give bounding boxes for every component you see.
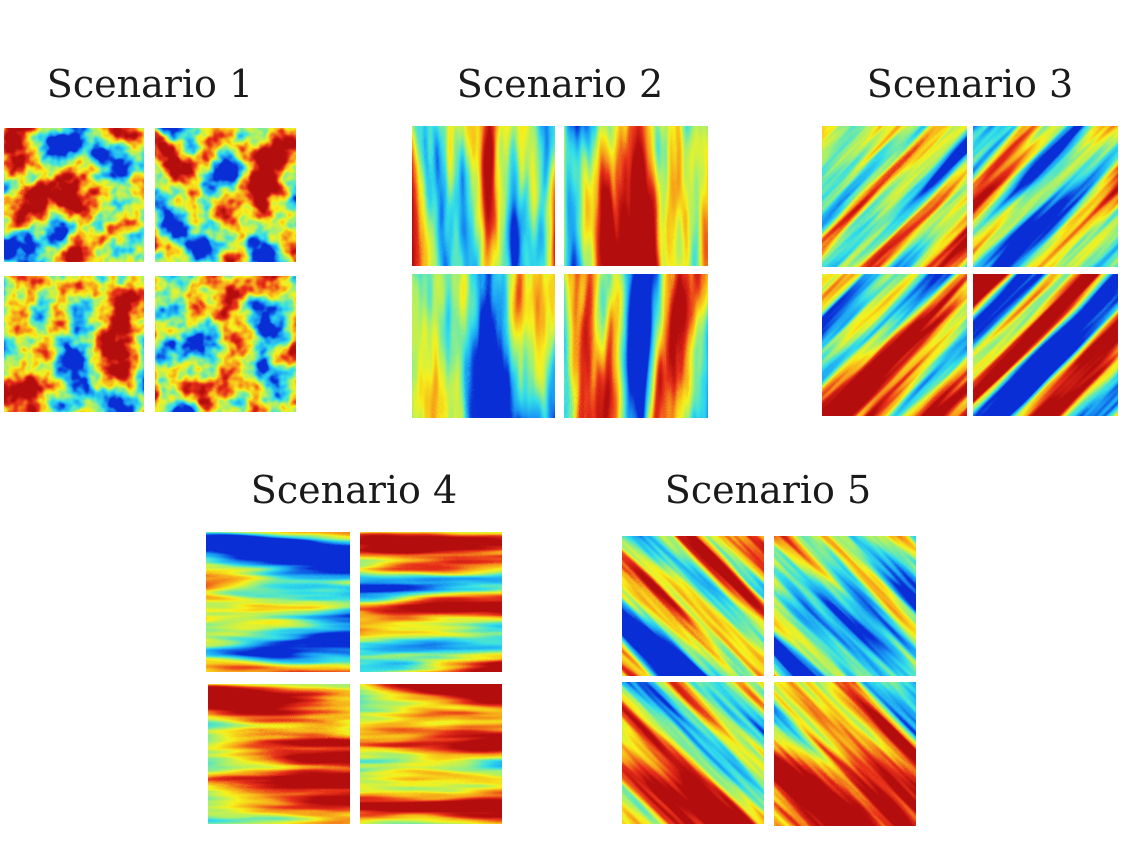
scenario-1-realization-1-image [4,128,144,262]
scenario-4-realization-2-image [360,532,502,672]
scenario-2-panel: Scenario 2 [412,62,708,418]
scenario-5-realization-2-image [774,536,916,676]
scenario-1-realization-4 [155,276,296,412]
field-surface [973,126,1118,267]
scenario-4-realization-4 [360,684,502,824]
scenario-2-realization-3-image [412,274,555,418]
scenario-4-realization-4-image [360,684,502,824]
scenario-2-realization-2-image [564,126,708,266]
scenario-1-realization-4-image [155,276,296,412]
scenario-2-realization-1 [412,126,555,266]
scenario-2-realization-4-image [564,274,708,418]
field-surface [774,682,916,826]
scenario-2-realization-3 [412,274,555,418]
scenario-5-realization-4 [774,682,916,826]
scenario-2-realization-4 [564,274,708,418]
scenario-5-realization-4-image [774,682,916,826]
field-surface [622,682,764,824]
scenario-1-realization-3-image [4,276,144,412]
scenario-3-title: Scenario 3 [866,62,1074,106]
scenario-4-title: Scenario 4 [250,468,458,512]
scenario-3-panel: Scenario 3 [822,62,1118,416]
scenario-5-realization-1-image [622,536,764,676]
scenario-4-realization-1-image [206,532,350,672]
field-surface [822,126,967,267]
scenario-5-realization-3 [622,682,764,824]
field-surface [360,684,502,824]
scenario-1-realization-2 [155,128,296,262]
scenario-3-realization-3-image [822,274,967,416]
field-surface [206,532,350,672]
scenario-3-realization-2-image [973,126,1118,267]
scenario-5-realization-1 [622,536,764,676]
field-surface [360,532,502,672]
field-surface [564,126,708,266]
field-surface [208,684,350,824]
scenario-5-realization-3-image [622,682,764,824]
scenario-1-title: Scenario 1 [46,62,254,106]
field-surface [155,128,296,262]
field-surface [822,274,967,416]
scenario-3-realization-4-image [973,274,1118,416]
field-surface [155,276,296,412]
scenario-4-realization-1 [206,532,350,672]
scenario-2-realization-2 [564,126,708,266]
field-surface [622,536,764,676]
scenario-2-title: Scenario 2 [456,62,664,106]
scenario-5-panel: Scenario 5 [620,468,916,830]
scenario-1-realization-1 [4,128,144,262]
scenario-3-realization-1 [822,126,967,267]
scenario-1-realization-3 [4,276,144,412]
field-surface [564,274,708,418]
scenario-2-realization-1-image [412,126,555,266]
scenario-4-realization-2 [360,532,502,672]
field-surface [4,276,144,412]
scenario-5-realization-2 [774,536,916,676]
field-surface [412,126,555,266]
field-surface [412,274,555,418]
field-surface [4,128,144,262]
field-surface [973,274,1118,416]
scenario-3-realization-3 [822,274,967,416]
scenario-3-realization-4 [973,274,1118,416]
scenario-4-realization-3 [208,684,350,824]
field-surface [774,536,916,676]
scenario-4-panel: Scenario 4 [206,468,502,828]
scenario-1-realization-2-image [155,128,296,262]
scenario-5-title: Scenario 5 [664,468,872,512]
scenario-4-realization-3-image [208,684,350,824]
scenario-1-panel: Scenario 1 [4,62,296,414]
scenario-3-realization-1-image [822,126,967,267]
scenario-3-realization-2 [973,126,1118,267]
